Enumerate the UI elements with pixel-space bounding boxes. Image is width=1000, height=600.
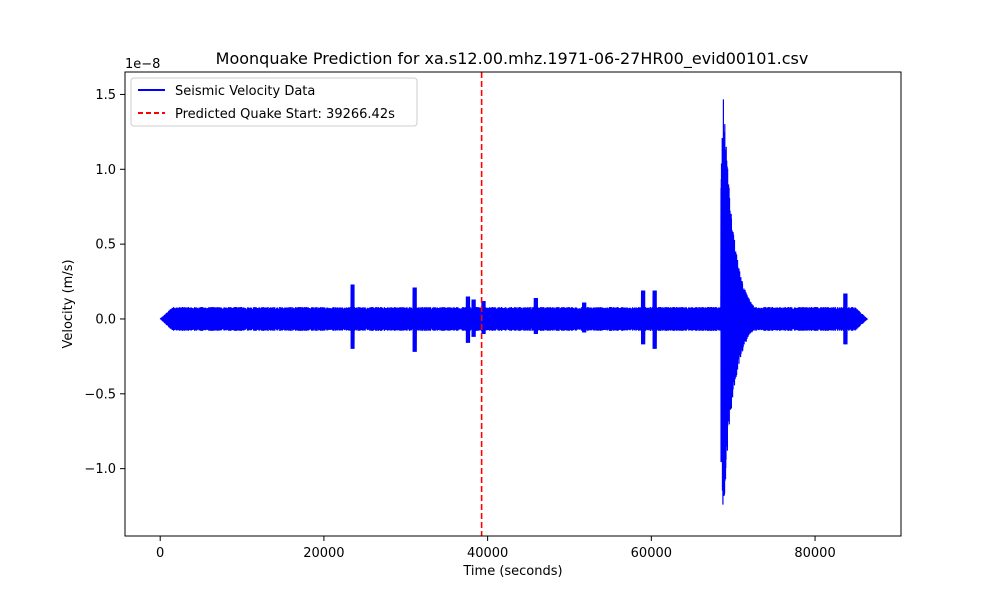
legend-label-predicted: Predicted Quake Start: 39266.42s: [175, 107, 395, 122]
plot-area: [159, 72, 868, 536]
y-tick-label: −0.5: [84, 387, 116, 402]
y-offset-label: 1e−8: [125, 57, 160, 72]
legend-label-seismic: Seismic Velocity Data: [175, 84, 315, 99]
series-seismic-velocity-line: [159, 99, 868, 505]
y-tick-label: 0.5: [95, 238, 116, 253]
y-tick-label: 1.5: [95, 88, 116, 103]
x-axis: 0 20000 40000 60000 80000: [156, 536, 836, 561]
y-tick-label: −1.0: [84, 462, 116, 477]
legend-box: [130, 77, 418, 127]
x-tick-label: 20000: [303, 546, 344, 561]
x-tick-label: 0: [156, 546, 164, 561]
plot-frame: [124, 71, 902, 537]
y-tick-label: 0.0: [95, 312, 116, 327]
y-axis-label: Velocity (m/s): [61, 259, 76, 348]
x-axis-label: Time (seconds): [462, 564, 562, 579]
x-tick-label: 60000: [631, 546, 672, 561]
legend: Seismic Velocity Data Predicted Quake St…: [130, 77, 418, 127]
y-axis: −1.0 −0.5 0.0 0.5 1.0 1.5: [84, 88, 125, 477]
x-tick-label: 80000: [794, 546, 835, 561]
x-tick-label: 40000: [467, 546, 508, 561]
y-tick-label: 1.0: [95, 163, 116, 178]
chart-title: Moonquake Prediction for xa.s12.00.mhz.1…: [216, 49, 809, 69]
